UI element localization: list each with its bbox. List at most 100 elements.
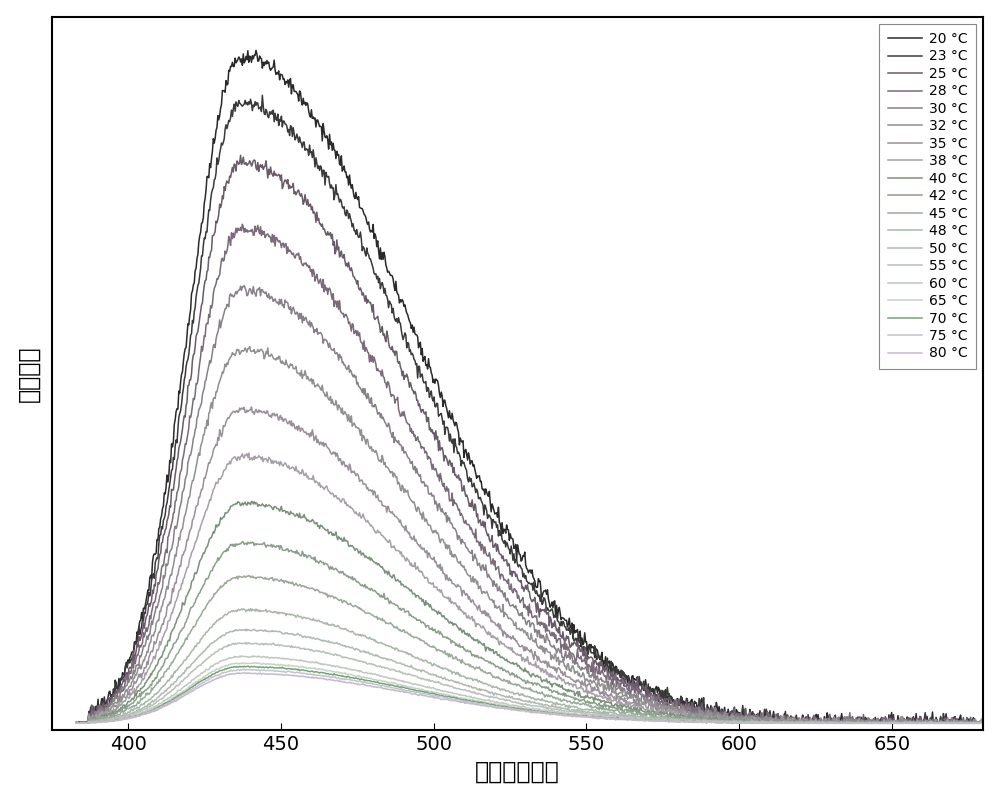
70 °C — [779, 718, 791, 728]
30 °C — [779, 718, 791, 728]
55 °C — [472, 690, 484, 699]
40 °C — [163, 635, 175, 645]
70 °C — [163, 698, 175, 707]
23 °C — [977, 718, 989, 728]
32 °C — [472, 577, 484, 586]
23 °C — [256, 90, 268, 100]
20 °C — [796, 718, 808, 728]
30 °C — [238, 281, 250, 290]
Line: 80 °C: 80 °C — [76, 673, 983, 723]
40 °C — [471, 635, 483, 645]
20 °C — [694, 709, 706, 718]
35 °C — [796, 716, 808, 726]
X-axis label: 波长（纳米）: 波长（纳米） — [475, 759, 560, 783]
60 °C — [779, 718, 791, 727]
28 °C — [164, 526, 176, 535]
40 °C — [694, 712, 706, 722]
35 °C — [694, 714, 706, 724]
Line: 70 °C: 70 °C — [76, 666, 983, 723]
38 °C — [471, 618, 483, 628]
75 °C — [694, 717, 706, 726]
Line: 32 °C: 32 °C — [76, 346, 983, 723]
28 °C — [779, 718, 791, 727]
45 °C — [70, 718, 82, 728]
80 °C — [796, 718, 808, 727]
38 °C — [796, 718, 808, 728]
45 °C — [77, 718, 89, 728]
32 °C — [164, 573, 176, 582]
60 °C — [70, 718, 82, 728]
32 °C — [796, 715, 808, 725]
55 °C — [439, 680, 451, 690]
48 °C — [472, 676, 484, 686]
80 °C — [164, 699, 176, 709]
35 °C — [163, 600, 175, 610]
Line: 65 °C: 65 °C — [76, 663, 983, 723]
28 °C — [439, 485, 451, 494]
Line: 75 °C: 75 °C — [76, 669, 983, 723]
20 °C — [70, 718, 82, 727]
45 °C — [779, 716, 791, 726]
Line: 30 °C: 30 °C — [76, 286, 983, 723]
Line: 48 °C: 48 °C — [76, 609, 983, 723]
70 °C — [694, 718, 706, 727]
45 °C — [695, 715, 707, 725]
23 °C — [471, 484, 483, 494]
45 °C — [243, 570, 255, 580]
60 °C — [438, 686, 450, 696]
35 °C — [977, 718, 989, 728]
75 °C — [796, 718, 808, 728]
20 °C — [738, 718, 750, 728]
75 °C — [735, 718, 747, 728]
45 °C — [977, 718, 989, 727]
38 °C — [716, 718, 728, 728]
Line: 28 °C: 28 °C — [76, 224, 983, 723]
60 °C — [247, 651, 259, 661]
65 °C — [977, 718, 989, 728]
23 °C — [753, 718, 765, 728]
65 °C — [70, 718, 82, 728]
60 °C — [977, 718, 989, 728]
23 °C — [163, 486, 175, 496]
23 °C — [694, 694, 706, 704]
45 °C — [439, 646, 451, 656]
Line: 23 °C: 23 °C — [76, 95, 983, 723]
38 °C — [70, 718, 82, 728]
50 °C — [779, 718, 791, 727]
28 °C — [695, 708, 707, 718]
38 °C — [438, 592, 450, 602]
75 °C — [779, 718, 791, 728]
20 °C — [779, 713, 791, 722]
Line: 55 °C: 55 °C — [76, 642, 983, 723]
35 °C — [245, 402, 257, 412]
48 °C — [70, 718, 82, 728]
55 °C — [243, 638, 255, 647]
70 °C — [471, 697, 483, 706]
30 °C — [472, 561, 484, 570]
20 °C — [471, 474, 483, 483]
23 °C — [796, 718, 808, 728]
80 °C — [977, 718, 989, 728]
30 °C — [439, 510, 451, 519]
32 °C — [76, 718, 88, 728]
55 °C — [78, 718, 90, 728]
Legend: 20 °C, 23 °C, 25 °C, 28 °C, 30 °C, 32 °C, 35 °C, 38 °C, 40 °C, 42 °C, 45 °C, 48 : 20 °C, 23 °C, 25 °C, 28 °C, 30 °C, 32 °C… — [879, 24, 976, 369]
23 °C — [779, 706, 791, 716]
35 °C — [779, 716, 791, 726]
48 °C — [977, 718, 989, 728]
50 °C — [977, 718, 989, 727]
65 °C — [439, 690, 451, 699]
75 °C — [471, 698, 483, 708]
25 °C — [695, 703, 707, 713]
75 °C — [70, 718, 82, 728]
38 °C — [977, 718, 989, 728]
80 °C — [75, 718, 87, 728]
25 °C — [977, 707, 989, 717]
60 °C — [767, 718, 779, 728]
25 °C — [71, 718, 83, 728]
Line: 50 °C: 50 °C — [76, 629, 983, 723]
40 °C — [438, 611, 450, 621]
60 °C — [694, 717, 706, 726]
50 °C — [71, 718, 83, 728]
75 °C — [238, 664, 250, 674]
